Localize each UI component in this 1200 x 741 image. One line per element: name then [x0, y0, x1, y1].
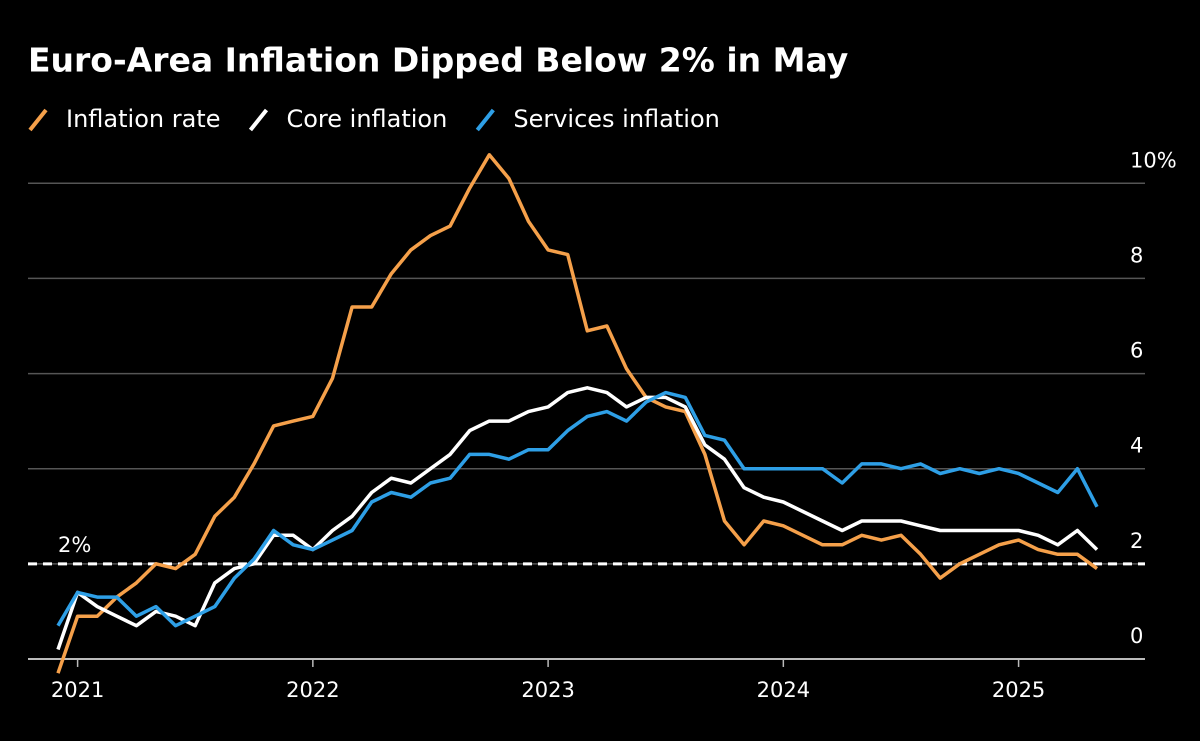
legend-label: Inflation rate [66, 105, 220, 133]
series-line [56, 153, 1099, 674]
x-tick-label: 2023 [521, 678, 574, 702]
y-tick-label: 4 [1130, 434, 1143, 458]
legend-label: Core inflation [286, 105, 447, 133]
x-tick-label: 2022 [286, 678, 339, 702]
y-tick-label: 8 [1130, 243, 1143, 267]
series-line [56, 390, 1099, 628]
legend-label: Services inflation [513, 105, 720, 133]
legend-swatch [28, 108, 48, 132]
y-tick-label: 6 [1130, 339, 1143, 363]
x-tick-label: 2021 [51, 678, 104, 702]
x-tick-label: 2025 [992, 678, 1045, 702]
y-tick-label: 10% [1130, 148, 1177, 172]
legend-swatch [248, 108, 269, 132]
series-line [56, 386, 1099, 651]
y-tick-label: 0 [1130, 624, 1143, 648]
chart-title: Euro-Area Inflation Dipped Below 2% in M… [28, 41, 848, 80]
annotation: 2% [58, 533, 91, 557]
legend-swatch [475, 108, 495, 132]
x-tick-label: 2024 [757, 678, 810, 702]
y-tick-label: 2 [1130, 529, 1143, 553]
